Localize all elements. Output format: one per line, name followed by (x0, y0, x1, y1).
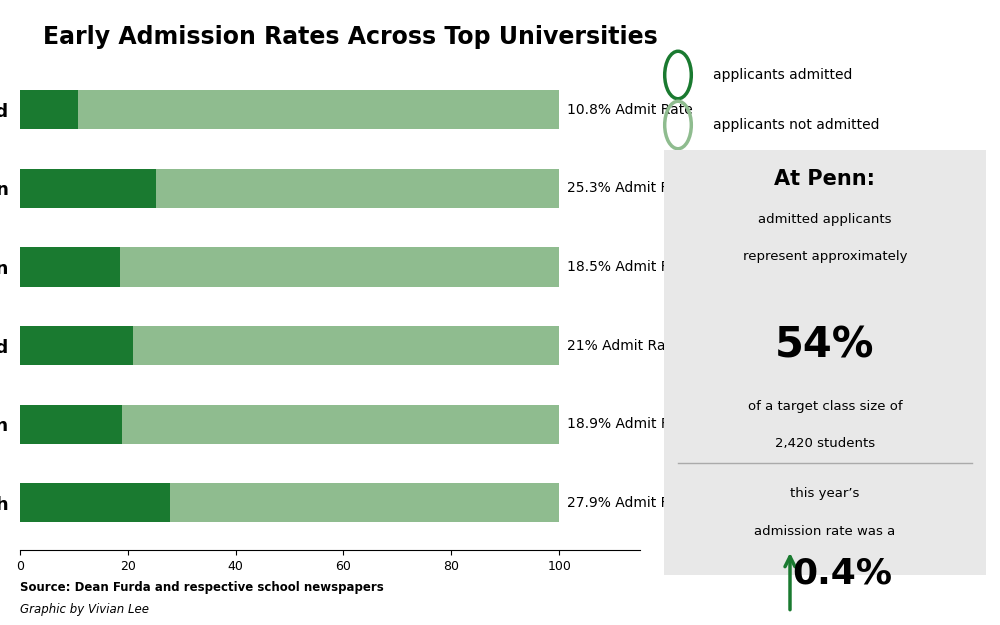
Text: 54%: 54% (775, 325, 875, 367)
Text: 18.5% Admit Rate: 18.5% Admit Rate (567, 260, 693, 274)
Bar (170, 483, 559, 522)
Bar (20, 404, 122, 444)
Text: 21% Admit Rate: 21% Admit Rate (567, 339, 680, 352)
Text: represent approximately: represent approximately (743, 250, 907, 263)
Text: applicants admitted: applicants admitted (713, 68, 852, 82)
Bar (20, 248, 120, 287)
Text: 18.9% Admit Rate: 18.9% Admit Rate (567, 418, 693, 431)
Text: Source: Dean Furda and respective school newspapers: Source: Dean Furda and respective school… (20, 581, 384, 594)
Bar (20, 326, 133, 365)
Text: this year’s: this year’s (790, 488, 860, 501)
Text: Graphic by Vivian Lee: Graphic by Vivian Lee (20, 603, 149, 616)
Text: 0.4%: 0.4% (792, 556, 893, 590)
Text: applicants not admitted: applicants not admitted (713, 118, 880, 132)
Text: admitted applicants: admitted applicants (758, 213, 892, 226)
Text: 27.9% Admit Rate: 27.9% Admit Rate (567, 496, 693, 510)
Text: Early Admission Rates Across Top Universities: Early Admission Rates Across Top Univers… (43, 25, 657, 49)
Text: 2,420 students: 2,420 students (775, 438, 875, 451)
Text: of a target class size of: of a target class size of (748, 400, 902, 413)
Bar (122, 404, 559, 444)
Bar (20, 483, 170, 522)
Text: admission rate was a: admission rate was a (754, 525, 896, 538)
Bar (20, 90, 78, 129)
Bar (78, 90, 559, 129)
Text: 10.8% Admit Rate: 10.8% Admit Rate (567, 102, 693, 117)
Text: At Penn:: At Penn: (774, 169, 876, 189)
Bar (156, 169, 559, 208)
Bar (120, 248, 559, 287)
Bar (133, 326, 559, 365)
Bar (20, 169, 156, 208)
FancyBboxPatch shape (664, 150, 986, 575)
Text: 25.3% Admit Rate: 25.3% Admit Rate (567, 181, 693, 195)
